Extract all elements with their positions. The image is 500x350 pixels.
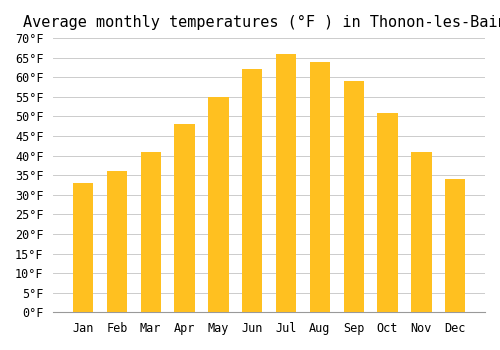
Bar — [106, 171, 127, 312]
Bar — [276, 54, 296, 312]
Bar — [378, 113, 398, 312]
Title: Average monthly temperatures (°F ) in Thonon-les-Bains: Average monthly temperatures (°F ) in Th… — [22, 15, 500, 30]
Bar — [445, 179, 466, 312]
Bar — [140, 152, 161, 312]
Bar — [73, 183, 93, 312]
Bar — [174, 124, 195, 312]
Bar — [208, 97, 229, 312]
Bar — [242, 69, 262, 312]
Bar — [310, 62, 330, 312]
Bar — [344, 81, 364, 312]
Bar — [411, 152, 432, 312]
